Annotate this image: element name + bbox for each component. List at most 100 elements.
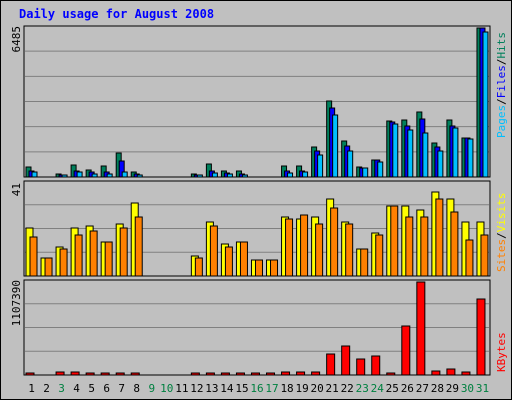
x-tick-label-4: 4 bbox=[73, 382, 80, 395]
x-tick-label-5: 5 bbox=[88, 382, 95, 395]
bar-sites-day-30 bbox=[465, 239, 474, 277]
bar-kbytes-day-7 bbox=[115, 372, 125, 376]
bar-sites-day-3 bbox=[59, 248, 68, 277]
bar-sites-day-12 bbox=[194, 257, 203, 277]
bar-kbytes-day-13 bbox=[205, 372, 215, 376]
bar-sites-day-20 bbox=[315, 223, 324, 277]
bar-kbytes-day-4 bbox=[70, 371, 80, 376]
bar-pages-day-24 bbox=[377, 161, 384, 178]
bar-pages-day-27 bbox=[422, 132, 429, 178]
x-tick-label-19: 19 bbox=[295, 382, 308, 395]
x-tick-label-30: 30 bbox=[461, 382, 474, 395]
bar-pages-day-13 bbox=[211, 172, 218, 178]
x-tick-label-13: 13 bbox=[205, 382, 218, 395]
bar-sites-day-15 bbox=[239, 241, 248, 277]
bar-pages-day-7 bbox=[121, 171, 128, 178]
legend-sep-1: / bbox=[495, 98, 508, 105]
bar-kbytes-day-19 bbox=[296, 371, 306, 376]
bar-kbytes-day-14 bbox=[220, 372, 230, 376]
bar-pages-day-31 bbox=[482, 31, 489, 178]
bar-pages-day-23 bbox=[362, 167, 369, 178]
x-axis-labels: 1 2 3 4 5 6 7 8 9 10 11 12 13 14 15 16 17 18 19 20 21 22 23 24 2… bbox=[28, 382, 489, 395]
legend-kbytes: KBytes bbox=[495, 332, 508, 372]
legend-sep-3: / bbox=[495, 232, 508, 239]
x-tick-label-6: 6 bbox=[103, 382, 110, 395]
legend-pages: Pages bbox=[495, 105, 508, 138]
bar-sites-day-19 bbox=[300, 214, 309, 277]
x-tick-label-27: 27 bbox=[416, 382, 429, 395]
hits-panel-ymax-label: 6485 bbox=[10, 26, 23, 53]
bar-kbytes-day-15 bbox=[235, 372, 245, 376]
kbytes-panel-legend: KBytes bbox=[495, 332, 508, 372]
bar-sites-day-16 bbox=[254, 259, 263, 277]
bar-pages-day-1 bbox=[31, 171, 38, 178]
legend-sites: Sites bbox=[495, 239, 508, 272]
bar-sites-day-13 bbox=[209, 225, 218, 277]
x-tick-label-7: 7 bbox=[118, 382, 125, 395]
bar-pages-day-8 bbox=[136, 174, 143, 178]
bar-pages-day-12 bbox=[196, 174, 203, 178]
bar-sites-day-7 bbox=[119, 227, 128, 277]
bar-sites-day-24 bbox=[375, 234, 384, 277]
bar-pages-day-28 bbox=[437, 150, 444, 178]
x-tick-label-9: 9 bbox=[148, 382, 155, 395]
x-tick-label-10: 10 bbox=[160, 382, 173, 395]
bar-sites-day-23 bbox=[360, 248, 369, 277]
x-tick-label-15: 15 bbox=[235, 382, 248, 395]
bar-kbytes-day-18 bbox=[281, 371, 291, 376]
legend-visits: Visits bbox=[495, 193, 508, 233]
bar-kbytes-day-26 bbox=[401, 325, 411, 376]
bar-kbytes-day-28 bbox=[431, 370, 441, 376]
bar-pages-day-20 bbox=[317, 154, 324, 178]
legend-files: Files bbox=[495, 65, 508, 98]
bar-pages-day-21 bbox=[332, 114, 339, 178]
bar-pages-day-19 bbox=[302, 171, 309, 178]
bar-pages-day-15 bbox=[241, 174, 248, 178]
bar-pages-day-5 bbox=[91, 173, 98, 178]
bar-kbytes-day-31 bbox=[476, 298, 486, 376]
bar-kbytes-day-25 bbox=[386, 372, 396, 376]
bar-kbytes-day-1 bbox=[25, 372, 35, 376]
kbytes-panel-ymax-label: 1107390 bbox=[10, 280, 23, 326]
bar-sites-day-17 bbox=[270, 259, 279, 277]
bar-sites-day-21 bbox=[330, 207, 339, 277]
bar-kbytes-day-21 bbox=[326, 353, 336, 376]
bar-sites-day-2 bbox=[44, 257, 53, 277]
bar-kbytes-day-6 bbox=[100, 372, 110, 376]
x-tick-label-8: 8 bbox=[133, 382, 140, 395]
bar-sites-day-14 bbox=[224, 246, 233, 277]
hits-panel-legend: Pages/Files/Hits bbox=[495, 32, 508, 138]
visits-panel-ymax-label: 41 bbox=[10, 183, 23, 196]
bar-pages-day-3 bbox=[61, 174, 68, 178]
bar-kbytes-day-23 bbox=[356, 358, 366, 376]
bar-kbytes-day-5 bbox=[85, 372, 95, 376]
bar-sites-day-25 bbox=[390, 205, 399, 277]
bar-sites-day-4 bbox=[74, 234, 83, 277]
bar-sites-day-8 bbox=[134, 216, 143, 277]
bar-sites-day-27 bbox=[420, 216, 429, 277]
bar-sites-day-22 bbox=[345, 223, 354, 277]
bar-pages-day-4 bbox=[76, 171, 83, 178]
x-tick-label-31: 31 bbox=[476, 382, 489, 395]
bar-pages-day-26 bbox=[407, 129, 414, 178]
bar-sites-day-6 bbox=[104, 241, 113, 277]
bar-sites-day-31 bbox=[480, 234, 489, 277]
x-tick-label-26: 26 bbox=[401, 382, 414, 395]
x-tick-label-14: 14 bbox=[220, 382, 234, 395]
x-tick-label-16: 16 bbox=[250, 382, 263, 395]
bar-kbytes-day-16 bbox=[250, 372, 260, 376]
bar-pages-day-6 bbox=[106, 173, 113, 178]
x-tick-label-20: 20 bbox=[311, 382, 324, 395]
bar-sites-day-29 bbox=[450, 211, 459, 277]
chart-title: Daily usage for August 2008 bbox=[19, 7, 214, 21]
bar-kbytes-day-8 bbox=[130, 372, 140, 376]
bar-pages-day-30 bbox=[467, 138, 474, 178]
bar-kbytes-day-27 bbox=[416, 281, 426, 376]
bar-kbytes-day-22 bbox=[341, 345, 351, 376]
x-tick-label-21: 21 bbox=[326, 382, 339, 395]
bars bbox=[25, 27, 489, 376]
bar-sites-day-18 bbox=[285, 218, 294, 277]
bar-sites-day-28 bbox=[435, 198, 444, 277]
bar-pages-day-22 bbox=[347, 150, 354, 178]
x-tick-label-22: 22 bbox=[341, 382, 354, 395]
